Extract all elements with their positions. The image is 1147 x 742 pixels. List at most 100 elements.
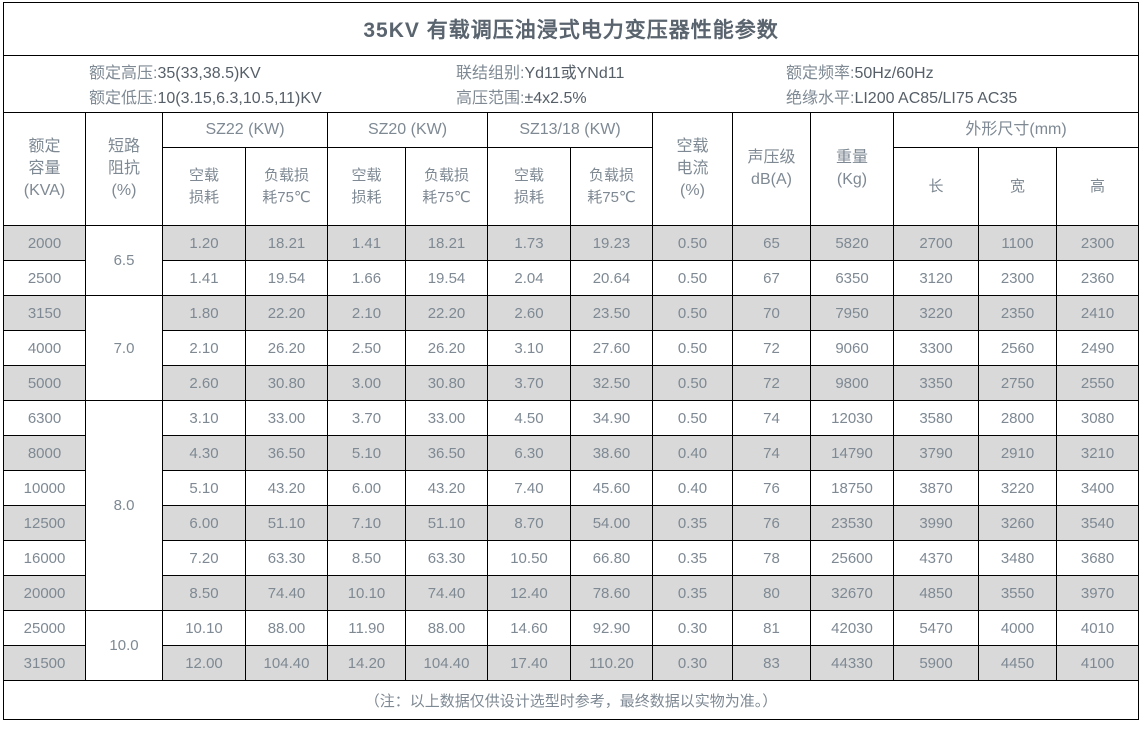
table-body: 2000 6.5 1.20 18.21 1.41 18.21 1.73 19.23 0.50 65… — [3, 225, 1140, 681]
table-row: 16000 7.20 63.30 8.50 63.30 10.50 66.80 0.35 78 2… — [3, 540, 1140, 576]
capacity-cell: 3150 — [3, 295, 86, 331]
value-cell: 26.20 — [245, 330, 328, 366]
value-cell: 18.21 — [405, 225, 488, 261]
value-cell: 5470 — [893, 610, 979, 646]
value-cell: 0.30 — [652, 610, 733, 646]
value-cell: 3580 — [893, 400, 979, 436]
value-cell: 2360 — [1055, 260, 1140, 296]
value-cell: 10.10 — [327, 575, 406, 611]
value-cell: 3680 — [1055, 540, 1140, 576]
info-label: 联结组别: — [456, 65, 525, 82]
value-cell: 65 — [732, 225, 811, 261]
value-cell: 3220 — [978, 470, 1057, 506]
value-cell: 14.60 — [487, 610, 571, 646]
impedance-cell: 6.5 — [85, 225, 163, 296]
value-cell: 0.40 — [652, 470, 733, 506]
value-cell: 0.35 — [652, 575, 733, 611]
value-cell: 5.10 — [162, 470, 246, 506]
value-cell: 4010 — [1055, 610, 1140, 646]
value-cell: 2560 — [978, 330, 1057, 366]
value-cell: 0.35 — [652, 505, 733, 541]
value-cell: 7.10 — [327, 505, 406, 541]
table-row: 2000 6.5 1.20 18.21 1.41 18.21 1.73 19.23 0.50 65… — [3, 225, 1140, 296]
value-cell: 34.90 — [570, 400, 653, 436]
value-cell: 23.50 — [570, 295, 653, 331]
value-cell: 32.50 — [570, 365, 653, 401]
value-cell: 1.66 — [327, 260, 406, 296]
value-cell: 4450 — [978, 645, 1057, 681]
value-cell: 2.60 — [162, 365, 246, 401]
table-row: 12500 6.00 51.10 7.10 51.10 8.70 54.00 0.35 76 23… — [3, 505, 1140, 541]
value-cell: 11.90 — [327, 610, 406, 646]
value-cell: 9060 — [810, 330, 894, 366]
info-line: 联结组别:Yd11或YNd11 — [456, 61, 624, 86]
value-cell: 1.73 — [487, 225, 571, 261]
capacity-cell: 8000 — [3, 435, 86, 471]
info-label: 绝缘水平: — [786, 90, 855, 107]
value-cell: 8.70 — [487, 505, 571, 541]
value-cell: 0.50 — [652, 260, 733, 296]
info-line: 绝缘水平:LI200 AC85/LI75 AC35 — [786, 86, 1017, 111]
value-cell: 27.60 — [570, 330, 653, 366]
info-label: 额定低压: — [89, 90, 158, 107]
value-cell: 4100 — [1055, 645, 1140, 681]
value-cell: 1100 — [978, 225, 1057, 261]
value-cell: 0.40 — [652, 435, 733, 471]
value-cell: 3.10 — [162, 400, 246, 436]
value-cell: 4370 — [893, 540, 979, 576]
value-cell: 0.50 — [652, 400, 733, 436]
value-cell: 25600 — [810, 540, 894, 576]
value-cell: 3210 — [1055, 435, 1140, 471]
value-cell: 70 — [732, 295, 811, 331]
value-cell: 0.30 — [652, 645, 733, 681]
value-cell: 2.50 — [327, 330, 406, 366]
value-cell: 2750 — [978, 365, 1057, 401]
spec-table: 35KV 有载调压油浸式电力变压器性能参数 额定高压:35(33,38.5)KV… — [2, 2, 1140, 720]
value-cell: 80 — [732, 575, 811, 611]
value-cell: 72 — [732, 365, 811, 401]
value-cell: 66.80 — [570, 540, 653, 576]
table-row: 4000 2.10 26.20 2.50 26.20 3.10 27.60 0.50 72 906… — [3, 330, 1140, 366]
value-cell: 0.35 — [652, 540, 733, 576]
value-cell: 83 — [732, 645, 811, 681]
col-header-impedance: 短路 阻抗 (%) — [85, 112, 163, 226]
col-header-sz13-18: SZ13/18 (KW) — [487, 112, 653, 148]
info-group-voltage: 额定高压:35(33,38.5)KV 额定低压:10(3.15,6.3,10.5… — [89, 61, 322, 111]
value-cell: 6.00 — [162, 505, 246, 541]
value-cell: 18750 — [810, 470, 894, 506]
value-cell: 43.20 — [405, 470, 488, 506]
value-cell: 63.30 — [245, 540, 328, 576]
info-cell: 额定高压:35(33,38.5)KV 额定低压:10(3.15,6.3,10.5… — [2, 55, 1140, 113]
table-row: 10000 5.10 43.20 6.00 43.20 7.40 45.60 0.40 76 18… — [3, 470, 1140, 506]
col-header-sound-level: 声压级 dB(A) — [732, 112, 811, 226]
value-cell: 4000 — [978, 610, 1057, 646]
info-value: 35(33,38.5)KV — [157, 65, 261, 82]
capacity-cell: 25000 — [3, 610, 86, 646]
value-cell: 32670 — [810, 575, 894, 611]
value-cell: 5.10 — [327, 435, 406, 471]
value-cell: 6.30 — [487, 435, 571, 471]
value-cell: 3990 — [893, 505, 979, 541]
value-cell: 76 — [732, 470, 811, 506]
title-row: 35KV 有载调压油浸式电力变压器性能参数 — [2, 2, 1140, 56]
info-value: 10(3.15,6.3,10.5,11)KV — [157, 90, 322, 107]
value-cell: 8.50 — [327, 540, 406, 576]
subcol-sz20-no-load: 空载 损耗 — [327, 147, 406, 226]
subcol-sz13-18-load-loss: 负载损 耗75℃ — [570, 147, 653, 226]
info-value: LI200 AC85/LI75 AC35 — [854, 90, 1018, 107]
value-cell: 14790 — [810, 435, 894, 471]
header-sub-row: 空载 损耗 负载损 耗75℃ 空载 损耗 负载损 耗75℃ 空载 损耗 负载损 … — [4, 147, 1140, 226]
value-cell: 74 — [732, 435, 811, 471]
value-cell: 36.50 — [405, 435, 488, 471]
capacity-cell: 2500 — [3, 260, 86, 296]
info-label: 额定高压: — [89, 65, 158, 82]
table-row: 8000 4.30 36.50 5.10 36.50 6.30 38.60 0.40 74 147… — [3, 435, 1140, 471]
value-cell: 51.10 — [405, 505, 488, 541]
value-cell: 2550 — [1055, 365, 1140, 401]
value-cell: 3.70 — [487, 365, 571, 401]
value-cell: 74.40 — [405, 575, 488, 611]
impedance-cell: 7.0 — [85, 295, 163, 401]
value-cell: 7.20 — [162, 540, 246, 576]
value-cell: 67 — [732, 260, 811, 296]
value-cell: 8.50 — [162, 575, 246, 611]
